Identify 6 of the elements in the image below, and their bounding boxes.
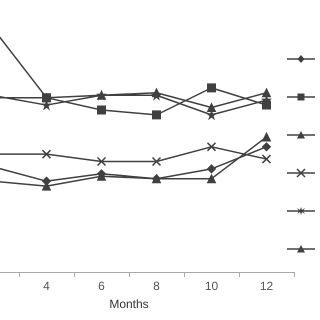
x-tick-label: 10 [204, 279, 218, 293]
x-tick-label: 8 [153, 279, 160, 293]
x-axis-title: Months [109, 297, 149, 311]
x-tick-label: 12 [260, 279, 274, 293]
x-tick-label: 4 [43, 279, 50, 293]
x-tick-label: 6 [98, 279, 106, 293]
